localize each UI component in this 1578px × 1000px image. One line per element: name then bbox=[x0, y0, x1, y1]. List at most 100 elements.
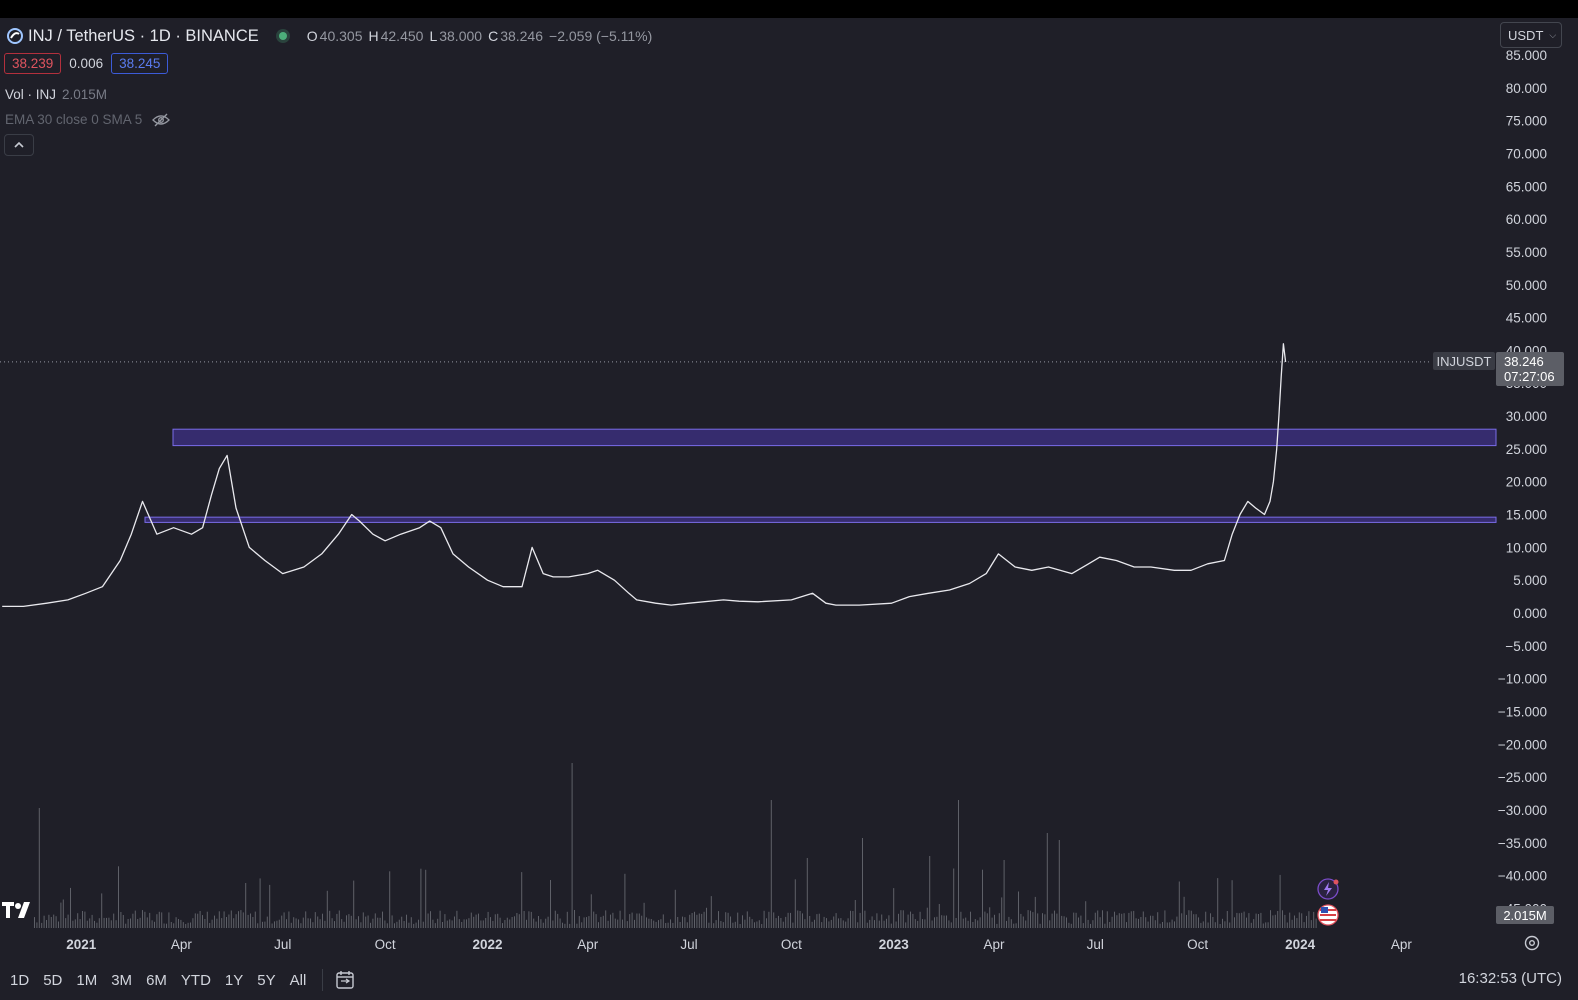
volume-bar bbox=[1063, 916, 1065, 928]
chart-side-icons bbox=[1317, 878, 1339, 926]
us-flag-icon[interactable] bbox=[1317, 904, 1339, 926]
volume-bar bbox=[727, 912, 729, 928]
volume-bar bbox=[926, 907, 928, 928]
volume-bar bbox=[622, 919, 623, 928]
time-axis[interactable]: 2021 Apr Jul Oct 2022 Apr Jul Oct 2023 Apr Jul Oct 2… bbox=[66, 937, 1412, 952]
price-tick-label: −40.000 bbox=[1498, 869, 1547, 884]
price-axis[interactable]: 85.000 80.000 75.000 70.000 65.000 60.000 55.0… bbox=[1498, 48, 1547, 916]
window-top-bar bbox=[0, 0, 1578, 18]
price-tick-label: −5.000 bbox=[1505, 639, 1547, 654]
range-button-5d[interactable]: 5D bbox=[43, 971, 63, 989]
volume-bar bbox=[302, 917, 304, 928]
currency-select[interactable]: USDT ⌵ bbox=[1500, 22, 1562, 48]
volume-bar bbox=[298, 919, 299, 928]
volume-bar bbox=[420, 868, 422, 928]
volume-bar bbox=[230, 910, 232, 928]
volume-bar bbox=[1234, 917, 1235, 928]
volume-bar bbox=[127, 919, 129, 928]
volume-bar bbox=[1133, 910, 1135, 928]
volume-bar bbox=[122, 915, 124, 928]
volume-bar bbox=[1114, 911, 1115, 928]
volume-bar bbox=[1109, 922, 1111, 928]
volume-bar bbox=[1286, 922, 1288, 928]
volume-bar bbox=[643, 902, 645, 928]
price-zone[interactable] bbox=[172, 428, 1497, 447]
volume-bar bbox=[180, 919, 182, 928]
price-tick-label: −10.000 bbox=[1498, 672, 1547, 687]
collapse-legend-button[interactable] bbox=[4, 134, 34, 156]
volume-bar bbox=[1135, 918, 1137, 928]
price-chart[interactable]: 85.000 80.000 75.000 70.000 65.000 60.000 55.0… bbox=[0, 0, 1578, 960]
ohlc-close: C 38.246 bbox=[488, 28, 544, 44]
volume-bar bbox=[732, 922, 734, 928]
volume-bar bbox=[1090, 923, 1091, 928]
volume-bar bbox=[581, 922, 583, 928]
volume-bar bbox=[358, 916, 359, 928]
utc-clock[interactable]: 16:32:53 (UTC) bbox=[1458, 970, 1562, 987]
volume-indicator-legend[interactable]: Vol · INJ 2.015M bbox=[5, 87, 107, 102]
volume-bar bbox=[1006, 920, 1007, 928]
volume-bar bbox=[1138, 918, 1139, 928]
volume-bar bbox=[612, 912, 614, 928]
volume-bar bbox=[674, 889, 676, 928]
volume-bar bbox=[816, 914, 818, 928]
volume-bar bbox=[578, 916, 580, 928]
volume-bar bbox=[1164, 910, 1166, 928]
volume-bar bbox=[569, 923, 571, 928]
volume-bar bbox=[1289, 912, 1291, 928]
price-tick-label: 55.000 bbox=[1506, 245, 1547, 260]
volume-bar bbox=[190, 922, 191, 928]
injective-logo-icon[interactable] bbox=[6, 27, 24, 45]
range-button-5y[interactable]: 5Y bbox=[257, 971, 276, 989]
volume-bar bbox=[670, 919, 671, 928]
volume-bar bbox=[204, 919, 206, 928]
tradingview-logo-icon[interactable] bbox=[0, 898, 40, 920]
lightning-icon[interactable] bbox=[1317, 878, 1339, 900]
volume-bar bbox=[314, 912, 316, 928]
hidden-eye-icon[interactable] bbox=[152, 113, 171, 127]
volume-bar bbox=[142, 910, 143, 928]
volume-bar bbox=[384, 920, 386, 928]
volume-bar bbox=[605, 910, 607, 928]
volume-bar bbox=[413, 923, 415, 928]
sell-price-button[interactable]: 38.239 bbox=[4, 53, 62, 74]
range-button-3m[interactable]: 3M bbox=[111, 971, 133, 989]
volume-bar bbox=[850, 910, 851, 928]
range-button-6m[interactable]: 6M bbox=[146, 971, 167, 989]
volume-bar bbox=[1145, 917, 1147, 928]
volume-bar bbox=[187, 922, 189, 928]
volume-bar bbox=[154, 921, 155, 928]
volume-bar bbox=[274, 921, 275, 928]
volume-bar bbox=[626, 921, 628, 928]
volume-bar bbox=[1061, 915, 1063, 928]
range-button-1y[interactable]: 1Y bbox=[224, 971, 244, 989]
volume-bar bbox=[866, 922, 868, 928]
volume-bar bbox=[1183, 896, 1185, 928]
volume-bar bbox=[595, 914, 597, 928]
volume-bar bbox=[847, 918, 849, 928]
volume-bar bbox=[996, 923, 998, 928]
calendar-goto-icon[interactable] bbox=[335, 970, 355, 990]
volume-bar bbox=[1291, 919, 1293, 928]
settings-gear-icon[interactable] bbox=[1523, 934, 1541, 952]
volume-bar bbox=[614, 918, 616, 928]
buy-price-button[interactable]: 38.245 bbox=[111, 53, 169, 74]
volume-bar bbox=[962, 918, 964, 928]
volume-bar bbox=[372, 918, 374, 928]
price-zone[interactable] bbox=[144, 516, 1497, 523]
volume-bar bbox=[898, 913, 899, 928]
ema-indicator-legend[interactable]: EMA 30 close 0 SMA 5 bbox=[5, 112, 171, 127]
volume-bar bbox=[838, 918, 839, 928]
volume-bar bbox=[242, 912, 244, 928]
volume-bar bbox=[490, 917, 491, 928]
volume-bar bbox=[72, 920, 74, 928]
range-button-ytd[interactable]: YTD bbox=[180, 971, 211, 989]
range-button-all[interactable]: All bbox=[289, 971, 307, 989]
volume-bar bbox=[360, 922, 362, 928]
symbol-title[interactable]: INJ / TetherUS · 1D · BINANCE bbox=[28, 26, 259, 45]
range-button-1d[interactable]: 1D bbox=[10, 971, 30, 989]
price-tag-bg bbox=[1496, 352, 1564, 386]
volume-bar bbox=[876, 913, 878, 928]
volume-bar bbox=[125, 923, 127, 928]
range-button-1m[interactable]: 1M bbox=[76, 971, 98, 989]
